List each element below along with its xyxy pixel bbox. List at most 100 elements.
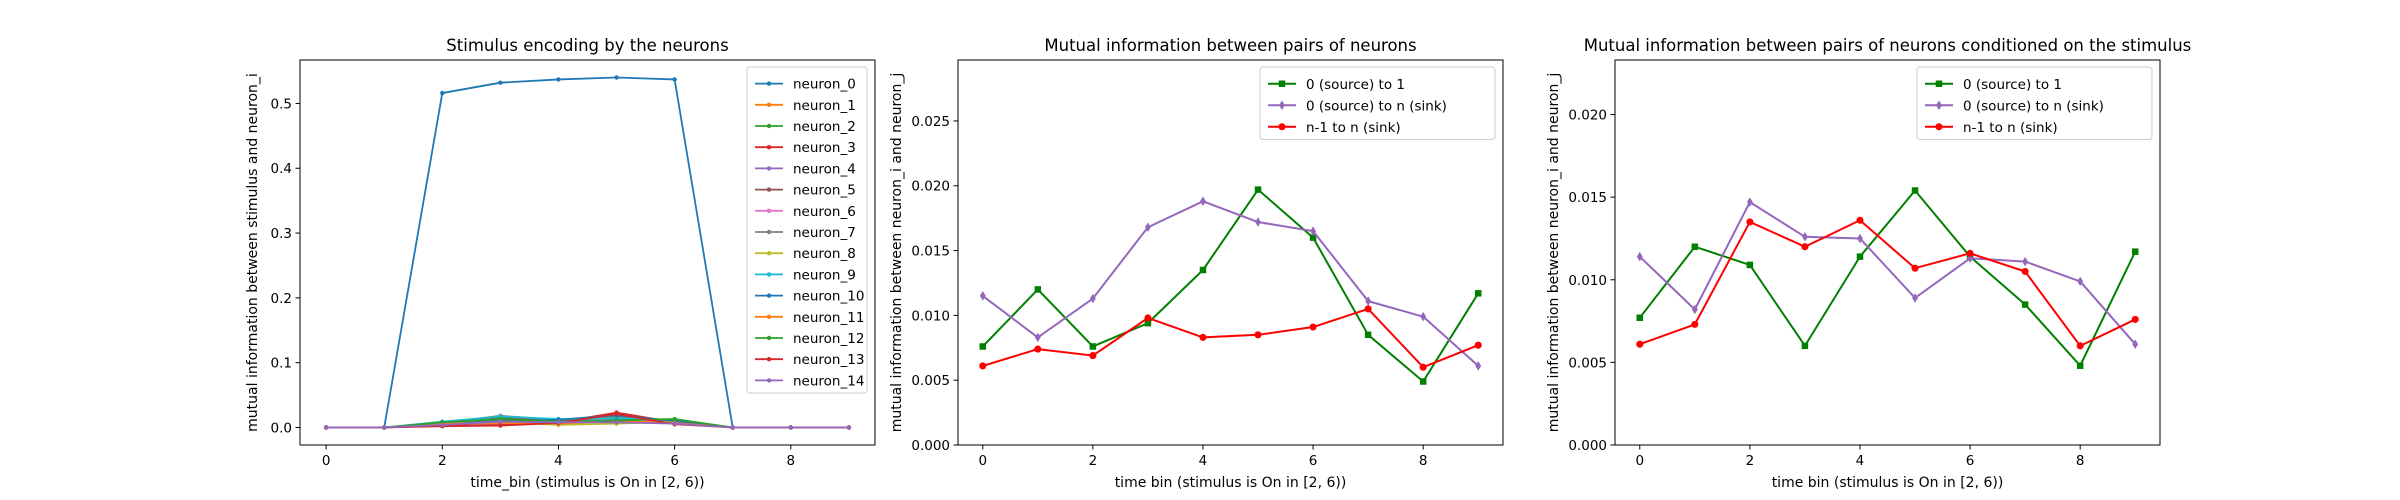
data-point (1089, 293, 1096, 304)
legend-marker (766, 187, 772, 192)
data-point (730, 425, 735, 430)
y-tick-label: 0.3 (271, 226, 292, 242)
data-point (1856, 253, 1864, 260)
x-axis-label: time bin (stimulus is On in [2, 6)) (1772, 475, 2004, 491)
x-tick-label: 2 (1746, 453, 1755, 469)
data-point (1144, 222, 1151, 232)
y-axis-label: mutual information between neuron_i and … (889, 73, 905, 433)
legend-label: neuron_6 (793, 204, 856, 220)
series-line (1639, 219, 2136, 347)
legend-marker (766, 335, 772, 341)
legend-item: neuron_7 (755, 225, 856, 241)
legend-label: neuron_7 (793, 225, 856, 241)
data-point (1144, 314, 1152, 322)
data-point (1144, 319, 1152, 327)
data-point (1255, 217, 1261, 227)
data-point (614, 75, 619, 80)
data-point (1801, 232, 1808, 242)
series-neuron_14 (323, 419, 852, 430)
data-point (1200, 196, 1206, 207)
legend-marker (766, 166, 772, 171)
chart-panel-2: Mutual information between pairs of neur… (889, 36, 1504, 491)
y-tick-label: 0.015 (911, 244, 950, 260)
legend-marker (1278, 80, 1286, 87)
x-tick-label: 0 (322, 453, 331, 469)
legend-marker (766, 102, 772, 108)
data-point (979, 291, 986, 301)
data-point (1746, 261, 1754, 269)
data-point (1857, 233, 1863, 244)
data-point (1089, 343, 1097, 350)
legend-marker (1936, 100, 1942, 110)
legend-marker (766, 229, 772, 235)
data-point (1034, 286, 1042, 293)
data-point (1746, 218, 1754, 226)
legend: 0 (source) to 1 0 (source) to n (sink) n-1… (1259, 66, 1496, 140)
data-point (498, 419, 503, 424)
data-point (1636, 251, 1643, 262)
data-point (2131, 315, 2139, 323)
legend-item: n-1 to n (sink) (1925, 120, 2058, 136)
series-0 (source) to n (sink) (1636, 197, 2139, 349)
legend-item: neuron_11 (755, 310, 864, 326)
legend-item: neuron_1 (755, 98, 856, 114)
x-tick-label: 2 (1089, 453, 1098, 469)
x-tick-label: 4 (1199, 453, 1208, 469)
legend-label: 0 (source) to 1 (1306, 77, 1405, 93)
data-point (1364, 305, 1372, 313)
y-axis-label: mutual information between stimulus and … (245, 73, 261, 432)
y-tick-label: 0.0 (271, 421, 292, 437)
legend-marker (1278, 123, 1286, 131)
x-tick-label: 6 (670, 453, 679, 469)
legend-item: neuron_3 (755, 140, 856, 156)
legend-marker (766, 378, 772, 383)
data-point (1912, 293, 1918, 303)
x-tick-label: 0 (978, 453, 987, 469)
data-point (1746, 197, 1753, 207)
plot-area (1614, 59, 2161, 446)
plot-area (957, 59, 1504, 446)
data-point (1475, 361, 1482, 371)
data-point (1309, 234, 1317, 241)
data-point (1365, 296, 1372, 306)
data-point (979, 343, 987, 350)
x-tick-label: 6 (1966, 453, 1975, 469)
data-point (1636, 314, 1644, 322)
chart-title: Mutual information between pairs of neur… (1584, 36, 2192, 55)
data-point (1636, 340, 1644, 348)
y-tick-label: 0.2 (271, 291, 292, 307)
data-point (1254, 331, 1262, 339)
x-axis-label: time bin (stimulus is On in [2, 6)) (1115, 475, 1347, 491)
y-tick-label: 0.025 (911, 114, 950, 130)
series-n-1 to n (sink) (1636, 216, 2139, 350)
legend-marker (766, 293, 772, 298)
data-point (614, 420, 619, 425)
data-point (1034, 345, 1042, 353)
data-point (382, 425, 387, 430)
x-tick-label: 8 (2076, 453, 2085, 469)
legend-label: neuron_11 (793, 310, 864, 326)
legend-marker (766, 123, 772, 129)
legend-item: neuron_6 (755, 204, 856, 220)
data-point (1364, 331, 1372, 339)
legend-label: neuron_14 (793, 373, 864, 389)
y-tick-label: 0.1 (271, 356, 292, 372)
y-axis-label: mutual information between neuron_i and … (1546, 73, 1562, 433)
legend-marker (766, 272, 772, 277)
x-tick-label: 8 (786, 453, 795, 469)
series-0 (source) to 1 (979, 186, 1482, 385)
legend-label: neuron_3 (793, 140, 856, 156)
legend-label: neuron_5 (793, 183, 856, 199)
y-tick-label: 0.010 (911, 308, 950, 324)
legend-label: neuron_9 (793, 267, 856, 283)
x-tick-label: 4 (554, 453, 563, 469)
legend-item: n-1 to n (sink) (1268, 120, 1401, 136)
series-line (326, 420, 849, 429)
chart-title: Stimulus encoding by the neurons (446, 36, 728, 55)
y-tick-label: 0.010 (1568, 273, 1607, 289)
legend: 0 (source) to 1 0 (source) to n (sink) n-1… (1916, 66, 2153, 140)
data-point (1911, 264, 1919, 272)
chart-panel-3: Mutual information between pairs of neur… (1546, 36, 2191, 491)
legend-marker (766, 251, 772, 256)
legend-item: 0 (source) to n (sink) (1925, 98, 2104, 114)
